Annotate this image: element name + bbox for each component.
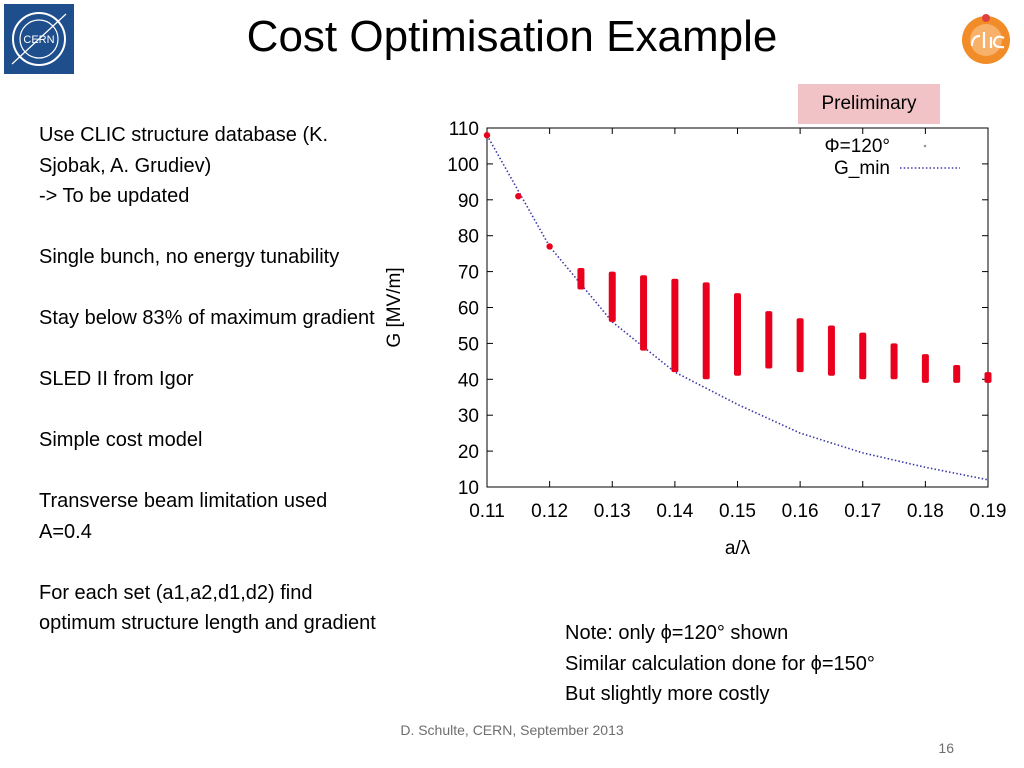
data-range [953, 364, 961, 383]
y-tick-label: 20 [458, 442, 479, 463]
data-range [859, 332, 867, 380]
y-tick-label: 40 [458, 370, 479, 391]
data-point [483, 131, 491, 139]
x-axis-label: a/λ [725, 538, 751, 559]
cern-logo: CERN [4, 4, 74, 74]
legend-label-gmin: G_min [834, 158, 890, 179]
slide-title: Cost Optimisation Example [246, 12, 778, 61]
clic-logo [962, 14, 1010, 64]
x-tick-label: 0.14 [656, 501, 693, 522]
data-range [796, 318, 804, 373]
legend-label-phi: Φ=120° [824, 136, 890, 157]
data-range [702, 282, 710, 380]
bullet-optimum: For each set (a1,a2,d1,d2) find optimum … [39, 581, 376, 635]
x-tick-label: 0.19 [970, 501, 1007, 522]
bullet-to-be-updated: -> To be updated [39, 185, 190, 207]
data-range [577, 268, 585, 290]
x-tick-label: 0.11 [469, 501, 505, 522]
y-tick-label: 80 [458, 227, 479, 248]
y-axis-label: G [MV/m] [384, 267, 405, 347]
legend-marker-phi [923, 144, 927, 148]
y-tick-label: 60 [458, 299, 479, 320]
preliminary-badge: Preliminary [798, 84, 940, 124]
y-tick-label: 10 [458, 478, 479, 499]
page-number: 16 [938, 740, 954, 756]
data-range [921, 354, 929, 383]
data-range [671, 278, 679, 373]
y-tick-label: 30 [458, 406, 479, 427]
x-tick-label: 0.16 [782, 501, 819, 522]
note-block: Note: only ϕ=120° shown Similar calculat… [565, 618, 875, 710]
bullet-single-bunch: Single bunch, no energy tunability [39, 246, 340, 268]
footer-text: D. Schulte, CERN, September 2013 [400, 722, 624, 738]
y-tick-label: 70 [458, 263, 479, 284]
data-range [608, 271, 616, 322]
cern-logo-text: CERN [23, 34, 54, 46]
data-range [984, 372, 992, 383]
bullet-max-gradient: Stay below 83% of maximum gradient [39, 307, 375, 329]
data-range [890, 343, 898, 380]
data-range [734, 293, 741, 376]
note-line-1: Note: only ϕ=120° shown [565, 622, 789, 644]
bullet-sled: SLED II from Igor [39, 368, 194, 390]
y-tick-label: 90 [458, 191, 479, 212]
data-range [827, 325, 835, 376]
gradient-chart: 10 20 30 40 50 60 70 80 90 100 110 0.11 0.12 0.13 0.14… [384, 119, 1007, 559]
bullet-list: Use CLIC structure database (K. Sjobak, … [39, 120, 384, 669]
data-range [765, 311, 773, 369]
y-tick-label: 50 [458, 334, 479, 355]
data-range [640, 275, 648, 351]
gmin-line [486, 134, 989, 481]
x-tick-label: 0.17 [844, 501, 881, 522]
data-point [515, 193, 522, 200]
x-tick-label: 0.12 [531, 501, 568, 522]
note-line-2: Similar calculation done for ϕ=150° [565, 652, 875, 675]
y-tick-label: 110 [449, 119, 479, 140]
bullet-beam-limitation: Transverse beam limitation used A=0.4 [39, 490, 328, 543]
x-tick-label: 0.13 [594, 501, 631, 522]
y-tick-label: 100 [447, 155, 479, 176]
x-tick-label: 0.18 [907, 501, 944, 522]
data-point [546, 243, 553, 250]
note-line-3: But slightly more costly [565, 683, 770, 705]
bullet-database: Use CLIC structure database (K. Sjobak, … [39, 124, 329, 177]
bullet-cost-model: Simple cost model [39, 429, 203, 451]
x-tick-label: 0.15 [719, 501, 756, 522]
